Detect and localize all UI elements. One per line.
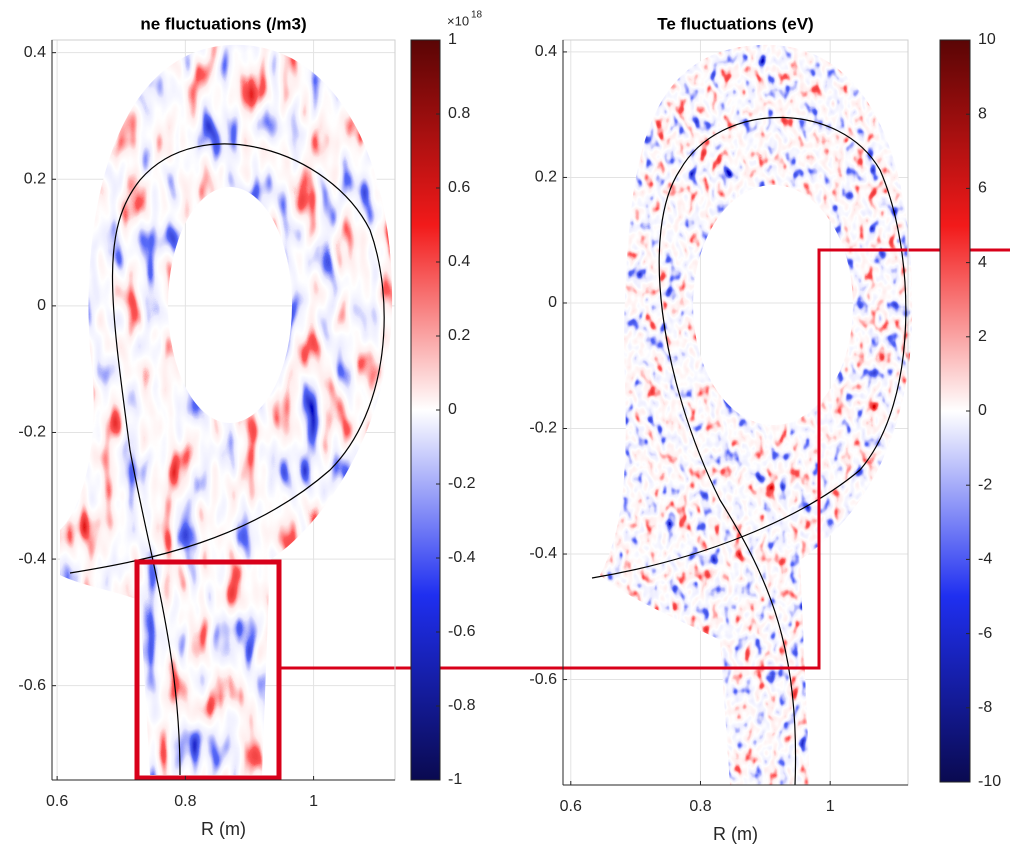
x-axis-label: R (m) bbox=[201, 819, 246, 839]
colorbar-tick-label: -10 bbox=[978, 773, 1001, 790]
colorbar-tick-label: 0.8 bbox=[448, 105, 470, 122]
colorbar-tick-label: -0.2 bbox=[448, 475, 476, 492]
plasma-field bbox=[600, 44, 913, 786]
colorbar bbox=[939, 39, 971, 783]
colorbar bbox=[410, 39, 441, 781]
y-tick-label: -0.2 bbox=[18, 424, 46, 441]
colorbar-exponent: 18 bbox=[471, 10, 483, 21]
colorbar-tick-label: 0 bbox=[978, 402, 987, 419]
colorbar-tick-label: -6 bbox=[978, 625, 992, 642]
colorbar-tick-label: 10 bbox=[978, 31, 996, 48]
x-tick-label: 0.8 bbox=[689, 798, 711, 815]
colorbar-tick-label: -1 bbox=[448, 771, 462, 788]
chart-title: ne fluctuations (/m3) bbox=[140, 14, 306, 33]
y-tick-label: 0.4 bbox=[24, 44, 46, 61]
zoom-box bbox=[134, 559, 282, 781]
y-tick-label: -0.4 bbox=[18, 550, 46, 567]
zoom-connector bbox=[279, 248, 1010, 670]
colorbar-tick-label: -0.8 bbox=[448, 697, 476, 714]
y-tick-label: -0.2 bbox=[529, 420, 557, 437]
y-tick-label: 0 bbox=[37, 297, 46, 314]
y-tick-label: -0.6 bbox=[18, 677, 46, 694]
colorbar-tick-label: -4 bbox=[978, 551, 992, 568]
colorbar-tick-label: -2 bbox=[978, 476, 992, 493]
axes-layer: 0.6 0.8 1 -0.6 -0.4 -0.2 0 0.2 0.4 ne fluctuation… bbox=[18, 10, 1001, 844]
y-tick-label: 0 bbox=[548, 294, 557, 311]
x-tick-label: 0.8 bbox=[174, 793, 196, 810]
x-axis-label: R (m) bbox=[713, 824, 758, 844]
colorbar-tick-label: 0.2 bbox=[448, 327, 470, 344]
colorbar-tick-label: 8 bbox=[978, 105, 987, 122]
colorbar-tick-label: 0.4 bbox=[448, 253, 470, 270]
colorbar-tick-label: -0.6 bbox=[448, 623, 476, 640]
colorbar-tick-label: -0.4 bbox=[448, 549, 476, 566]
colorbar-tick-label: 2 bbox=[978, 328, 987, 345]
x-tick-label: 0.6 bbox=[46, 793, 68, 810]
chart-title: Te fluctuations (eV) bbox=[657, 14, 813, 33]
separatrix bbox=[591, 117, 907, 786]
colorbar-tick-label: -8 bbox=[978, 699, 992, 716]
y-tick-label: -0.4 bbox=[529, 545, 557, 562]
y-tick-label: 0.2 bbox=[535, 169, 557, 186]
plasma-field bbox=[60, 44, 393, 775]
separatrix bbox=[69, 143, 385, 776]
y-tick-label: -0.6 bbox=[529, 671, 557, 688]
colorbar-tick-label: 0.6 bbox=[448, 179, 470, 196]
colorbar-multiplier: ×10 bbox=[447, 13, 469, 28]
x-tick-label: 0.6 bbox=[560, 798, 582, 815]
y-tick-label: 0.2 bbox=[24, 170, 46, 187]
colorbar-tick-label: 0 bbox=[448, 401, 457, 418]
y-tick-label: 0.4 bbox=[535, 43, 557, 60]
colorbar-tick-label: 1 bbox=[448, 31, 457, 48]
x-tick-label: 1 bbox=[826, 798, 835, 815]
colorbar-tick-label: 4 bbox=[978, 254, 987, 271]
colorbar-tick-label: 6 bbox=[978, 180, 987, 197]
x-tick-label: 1 bbox=[309, 793, 318, 810]
